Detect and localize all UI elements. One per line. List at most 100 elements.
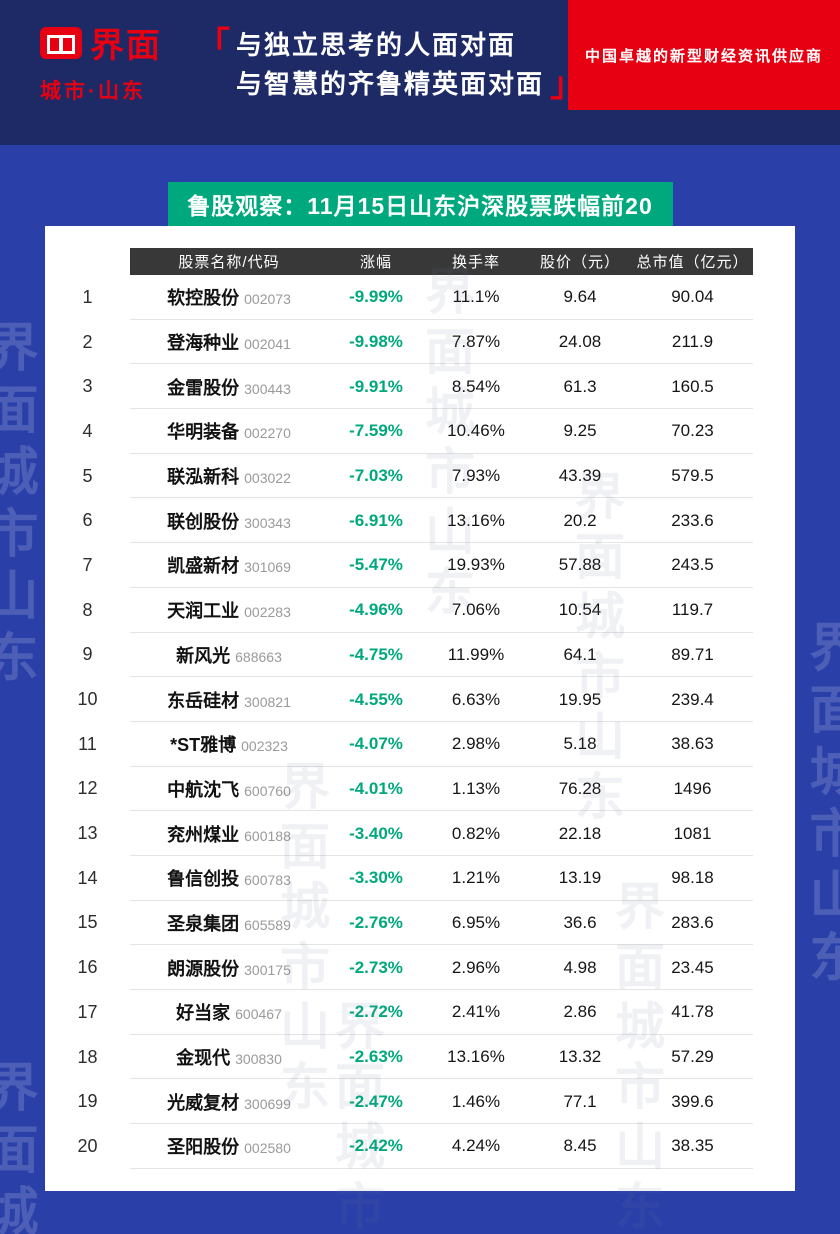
rank-cell: 14 [77,867,98,888]
mcap-cell: 90.04 [671,287,714,307]
stock-name-cell: 联创股份 300343 [130,508,328,534]
brand-sub-name: 城市·山东 [40,80,146,103]
rank-cell: 10 [77,689,98,710]
stock-name-cell: *ST雅博 002323 [130,731,328,757]
table-row: 17 好当家 600467 -2.72% 2.41% 2.86 41.78 [45,990,795,1035]
price-cell: 13.32 [558,1047,602,1067]
turnover-cell: 11.1% [452,287,500,307]
stock-name: *ST雅博 [170,735,237,756]
col-header-name: 股票名称/代码 [130,248,328,275]
table-row: 3 金雷股份 300443 -9.91% 8.54% 61.3 160.5 [45,364,795,409]
change-cell: -4.01% [349,778,403,798]
stock-name-cell: 天润工业 002283 [130,597,328,623]
mcap-cell: 239.4 [671,689,714,709]
stock-name: 朗源股份 [167,958,240,979]
table-row: 8 天润工业 002283 -4.96% 7.06% 10.54 119.7 [45,588,795,633]
mcap-cell: 38.35 [671,1136,714,1156]
mcap-cell: 399.6 [671,1091,714,1111]
stock-name-cell: 金雷股份 300443 [130,374,328,400]
stock-name: 天润工业 [167,601,240,622]
stock-code: 002073 [244,291,291,308]
mcap-cell: 70.23 [671,421,714,441]
rank-cell: 9 [82,644,93,665]
price-cell: 19.95 [558,689,602,709]
table-row: 9 新风光 688663 -4.75% 11.99% 64.1 89.71 [45,633,795,678]
mcap-cell: 38.63 [671,734,714,754]
stock-name-cell: 登海种业 002041 [130,329,328,355]
stock-name-cell: 圣泉集团 605589 [130,910,328,936]
change-cell: -2.63% [349,1047,403,1067]
stock-name: 联创股份 [167,511,240,532]
stock-name: 凯盛新材 [167,556,240,577]
stock-name: 联泓新科 [167,467,240,488]
rank-cell: 19 [77,1091,98,1112]
page-title: 鲁股观察：11月15日山东沪深股票跌幅前20 [187,193,653,219]
rank-cell: 12 [77,778,98,799]
stock-code: 605589 [244,916,291,933]
change-cell: -4.07% [349,734,403,754]
table-row: 4 华明装备 002270 -7.59% 10.46% 9.25 70.23 [45,409,795,454]
price-cell: 57.88 [558,555,602,575]
turnover-cell: 2.41% [451,1002,501,1022]
stock-name-cell: 新风光 688663 [130,642,328,668]
watermark: 界面城市山东 [0,1060,45,1234]
rank-cell: 6 [82,510,93,531]
mcap-cell: 243.5 [671,555,714,575]
stock-code: 600467 [235,1006,282,1023]
turnover-cell: 7.93% [451,466,501,486]
change-cell: -2.47% [349,1091,403,1111]
turnover-cell: 10.46% [447,421,505,441]
price-cell: 61.3 [563,376,597,396]
price-cell: 64.1 [563,644,597,664]
table-row: 5 联泓新科 003022 -7.03% 7.93% 43.39 579.5 [45,454,795,499]
price-cell: 24.08 [558,332,602,352]
rank-column-spacer [45,248,130,275]
change-cell: -4.96% [349,600,403,620]
rank-cell: 11 [78,733,97,754]
mcap-cell: 57.29 [671,1047,714,1067]
price-cell: 76.28 [558,778,602,798]
header: 界面 城市·山东 「 与独立思考的人面对面 与智慧的齐鲁精英面对面 」 中国卓越… [0,0,840,145]
change-cell: -6.91% [349,510,403,530]
stock-name-cell: 中航沈飞 600760 [130,776,328,802]
stock-code: 002270 [244,425,291,442]
slogan-line-2: 与智慧的齐鲁精英面对面 [236,69,545,99]
stock-code: 300830 [235,1051,282,1068]
stock-name-cell: 好当家 600467 [130,999,328,1025]
col-header-mcap: 总市值（亿元） [632,248,753,275]
turnover-cell: 1.46% [451,1091,501,1111]
stock-name-cell: 兖州煤业 600188 [130,821,328,847]
mcap-cell: 160.5 [671,376,714,396]
mcap-cell: 1081 [673,823,712,843]
turnover-cell: 2.98% [451,734,501,754]
mcap-cell: 41.78 [671,1002,714,1022]
price-cell: 20.2 [563,510,597,530]
table-body: 1 软控股份 002073 -9.99% 11.1% 9.64 90.04 2 登… [45,275,795,1169]
stock-code: 003022 [244,470,291,487]
rank-cell: 5 [82,465,93,486]
tagline-text: 中国卓越的新型财经资讯供应商 [584,47,823,65]
stock-code: 300343 [244,514,291,531]
stock-name-cell: 华明装备 002270 [130,418,328,444]
turnover-cell: 13.16% [447,510,505,530]
change-cell: -9.91% [349,376,403,396]
table-header: 股票名称/代码 涨幅 换手率 股价（元） 总市值（亿元） [45,248,795,275]
price-cell: 8.45 [563,1136,597,1156]
table-row: 11 *ST雅博 002323 -4.07% 2.98% 5.18 38.63 [45,722,795,767]
stock-code: 300699 [244,1095,291,1112]
stock-name-cell: 圣阳股份 002580 [130,1133,328,1159]
change-cell: -4.55% [349,689,403,709]
price-cell: 2.86 [563,1002,597,1022]
stock-name: 鲁信创投 [167,869,240,890]
stock-code: 002041 [244,336,291,353]
table-row: 6 联创股份 300343 -6.91% 13.16% 20.2 233.6 [45,498,795,543]
rank-cell: 8 [82,599,93,620]
change-cell: -4.75% [349,644,403,664]
change-cell: -9.99% [349,287,403,307]
mcap-cell: 119.7 [671,600,714,620]
stock-code: 300821 [244,693,291,710]
price-cell: 4.98 [563,957,597,977]
table-row: 1 软控股份 002073 -9.99% 11.1% 9.64 90.04 [45,275,795,320]
stock-name: 圣阳股份 [167,1137,240,1158]
mcap-cell: 1496 [673,778,712,798]
